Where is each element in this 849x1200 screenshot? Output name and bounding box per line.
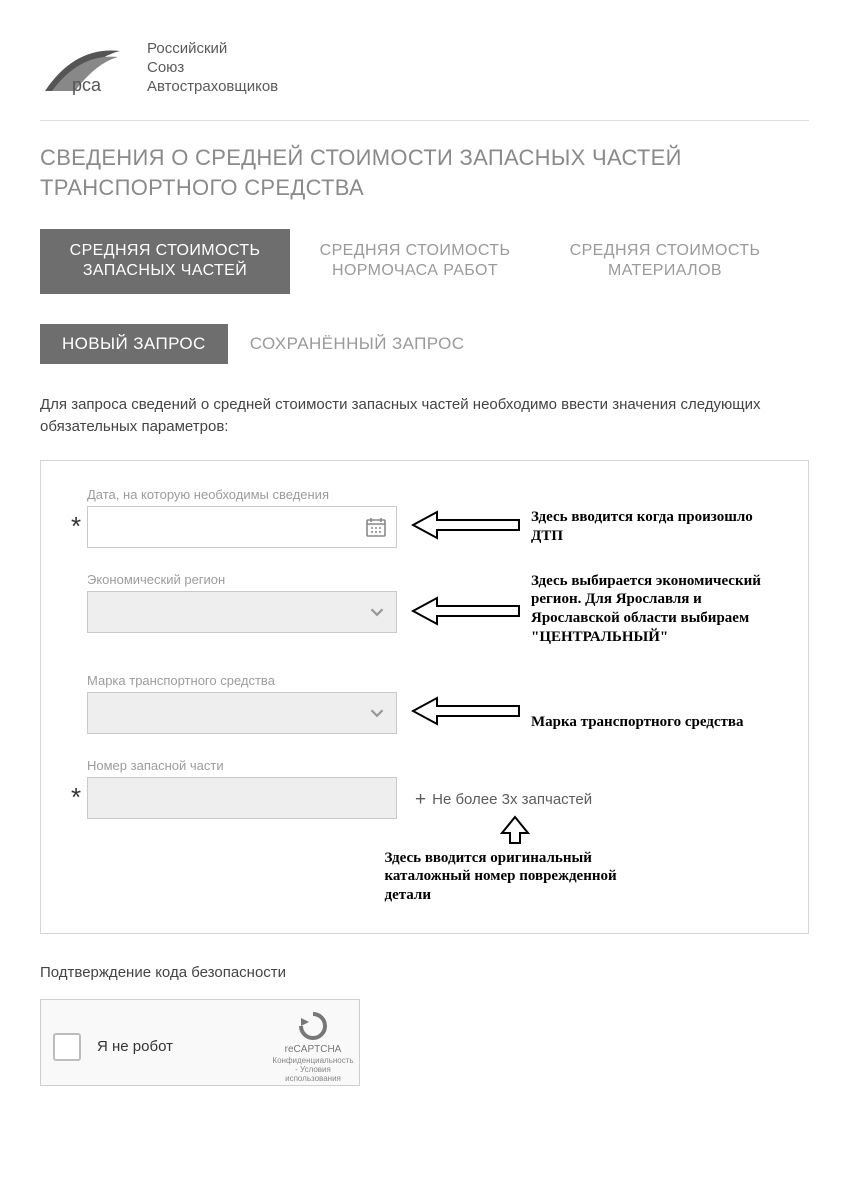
recaptcha-text: Я не робот [97,1038,261,1055]
arrow-up-icon [498,815,532,845]
tab-parts-cost[interactable]: СРЕДНЯЯ СТОИМОСТЬ ЗАПАСНЫХ ЧАСТЕЙ [40,229,290,295]
instruction-text: Для запроса сведений о средней стоимости… [40,394,809,438]
field-row-make: Марка транспортного средства Марка транс… [65,673,784,734]
tab-hours-cost[interactable]: СРЕДНЯЯ СТОИМОСТЬ НОРМОЧАСА РАБОТ [290,229,540,295]
plus-icon: + [415,789,426,811]
partno-label: Номер запасной части [87,758,397,773]
annotation-partno: Здесь вводится оригинальный каталожный н… [385,849,645,905]
recaptcha-brand-label: reCAPTCHA [285,1044,342,1055]
field-row-partno: * Номер запасной части + Не более 3х зап… [65,758,784,819]
make-select[interactable] [87,692,397,734]
svg-text:рса: рса [72,75,102,95]
annotation-partno-block: Здесь вводится оригинальный каталожный н… [245,815,784,905]
logo-line2: Союз [147,59,278,78]
primary-tabs: СРЕДНЯЯ СТОИМОСТЬ ЗАПАСНЫХ ЧАСТЕЙ СРЕДНЯ… [40,229,809,295]
chevron-down-icon [366,601,388,623]
rsa-logo-icon: рса [40,41,135,96]
logo-line3: Автостраховщиков [147,78,278,97]
region-label: Экономический регион [87,572,397,587]
field-row-region: Экономический регион Здесь выбирается эк… [65,572,784,649]
arrow-left-icon [411,508,521,542]
recaptcha-brand: reCAPTCHA Конфиденциальность - Условия и… [277,1010,349,1083]
recaptcha-widget: Я не робот reCAPTCHA Конфиденциальность … [40,999,360,1086]
arrow-left-icon [411,694,521,728]
logo-text: Российский Союз Автостраховщиков [147,40,278,96]
annotation-date: Здесь вводится когда произошло ДТП [531,508,771,546]
logo-header: рса Российский Союз Автостраховщиков [40,40,809,96]
chevron-down-icon [366,702,388,724]
page-title: СВЕДЕНИЯ О СРЕДНЕЙ СТОИМОСТИ ЗАПАСНЫХ ЧА… [40,143,809,202]
date-input[interactable] [87,506,397,548]
calendar-icon [364,515,388,539]
spacer [65,572,87,578]
recaptcha-privacy: Конфиденциальность - Условия использован… [272,1057,353,1083]
make-label: Марка транспортного средства [87,673,397,688]
arrow-left-icon [411,594,521,628]
captcha-label: Подтверждение кода безопасности [40,964,809,981]
region-select[interactable] [87,591,397,633]
annotation-region: Здесь выбирается экономический регион. Д… [531,572,771,647]
annotation-make: Марка транспортного средства [531,713,744,732]
required-mark: * [65,782,87,819]
required-mark: * [65,511,87,548]
recaptcha-checkbox[interactable] [53,1033,81,1061]
field-row-date: * Дата, на которую необходимы сведения З… [65,487,784,548]
query-form: * Дата, на которую необходимы сведения З… [40,460,809,934]
subtab-new-request[interactable]: НОВЫЙ ЗАПРОС [40,324,228,364]
subtab-saved-request[interactable]: СОХРАНЁННЫЙ ЗАПРОС [228,324,487,364]
spacer [65,728,87,734]
part-limit-note: + Не более 3х запчастей [415,789,592,811]
header-divider [40,120,809,121]
partno-input[interactable] [87,777,397,819]
date-label: Дата, на которую необходимы сведения [87,487,397,502]
tab-materials-cost[interactable]: СРЕДНЯЯ СТОИМОСТЬ МАТЕРИАЛОВ [540,229,790,295]
recaptcha-icon [297,1010,329,1042]
part-limit-text: Не более 3х запчастей [432,791,592,808]
logo-line1: Российский [147,40,278,59]
sub-tabs: НОВЫЙ ЗАПРОС СОХРАНЁННЫЙ ЗАПРОС [40,324,809,364]
